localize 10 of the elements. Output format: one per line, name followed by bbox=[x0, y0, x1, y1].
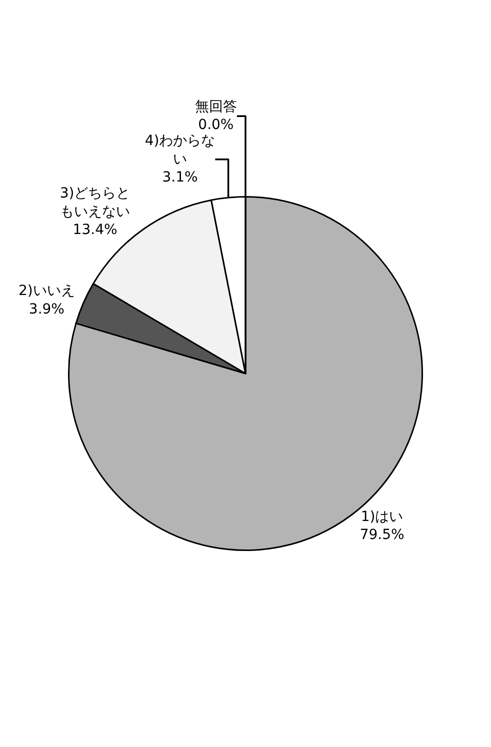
slice-label: 3)どちらともいえない bbox=[60, 186, 130, 220]
category-label: 無回答 bbox=[194, 99, 237, 116]
data-label: 13.4% bbox=[72, 222, 118, 238]
data-label: 3.1% bbox=[162, 170, 198, 186]
text: 0.0% bbox=[198, 117, 234, 134]
slice-label: 4)わからない bbox=[144, 133, 216, 168]
data-label: 3.9% bbox=[28, 301, 64, 318]
data-label: 79.5% bbox=[360, 527, 404, 544]
slice-label: 1)はい bbox=[360, 508, 404, 525]
slice-label: 2)いいえ bbox=[18, 283, 75, 300]
